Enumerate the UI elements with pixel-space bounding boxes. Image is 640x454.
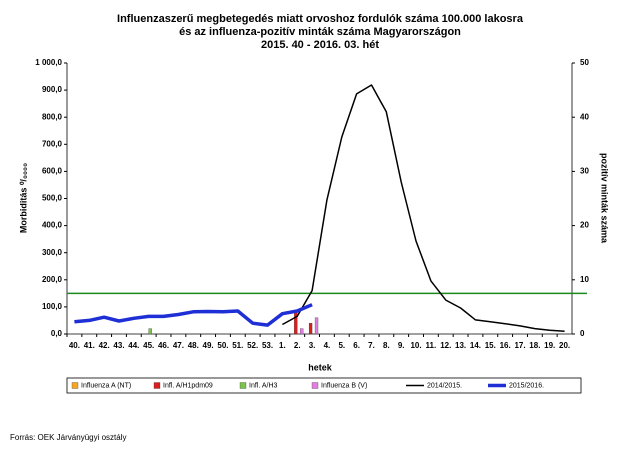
y2-axis-label: pozitív minták száma — [600, 153, 610, 244]
x-tick-label: 46. — [158, 341, 169, 350]
x-tick-label: 48. — [188, 341, 199, 350]
x-tick-label: 50. — [217, 341, 228, 350]
bar — [314, 317, 319, 335]
legend-swatch — [71, 382, 79, 389]
y-tick-label: 300,0 — [42, 248, 63, 257]
x-tick-label: 12. — [440, 341, 451, 350]
x-tick-label: 43. — [113, 341, 124, 350]
x-tick-label: 16. — [500, 341, 511, 350]
x-tick-label: 11. — [426, 341, 437, 350]
x-tick-label: 13. — [455, 341, 466, 350]
x-tick-label: 2. — [294, 341, 301, 350]
legend-box — [66, 377, 582, 394]
x-tick-label: 14. — [470, 341, 481, 350]
line-series — [74, 303, 313, 327]
x-tick-label: 53. — [262, 341, 273, 350]
x-tick-label: 5. — [338, 341, 345, 350]
x-tick-label: 47. — [173, 341, 184, 350]
source-note: Forrás: OEK Járványügyi osztály — [10, 433, 126, 442]
x-tick-label: 9. — [398, 341, 405, 350]
x-tick-label: 8. — [383, 341, 390, 350]
x-tick-label: 42. — [99, 341, 110, 350]
legend-label: 2014/2015. — [427, 382, 462, 389]
y-tick-label: 700,0 — [42, 139, 63, 148]
y-tick-label: 100,0 — [42, 302, 63, 311]
x-tick-label: 20. — [559, 341, 570, 350]
y2-tick-label: 30 — [580, 167, 589, 176]
x-tick-label: 49. — [203, 341, 214, 350]
legend-label: 2015/2016. — [509, 382, 544, 389]
x-tick-label: 10. — [410, 341, 421, 350]
legend-swatch — [311, 382, 319, 389]
x-tick-label: 4. — [324, 341, 331, 350]
y-tick-label: 400,0 — [42, 221, 63, 230]
bar — [300, 328, 304, 335]
y2-tick-label: 10 — [580, 275, 589, 284]
chart-title: 2015. 40 - 2016. 03. hét — [261, 39, 379, 51]
x-tick-label: 45. — [143, 341, 154, 350]
x-tick-label: 6. — [353, 341, 360, 350]
y2-tick-label: 40 — [580, 112, 589, 121]
y-tick-label: 200,0 — [42, 275, 63, 284]
x-tick-label: 7. — [368, 341, 375, 350]
y-axis-label: Morbiditás ⁰/₀₀₀₀ — [18, 163, 28, 233]
y2-tick-label: 0 — [580, 329, 585, 338]
legend-label: Infl. A/H3 — [249, 382, 278, 389]
legend-label: Influenza B (V) — [321, 382, 367, 389]
y-tick-label: 1 000,0 — [35, 58, 62, 67]
chart-title: Influenzaszerű megbetegedés miatt orvosh… — [117, 13, 524, 25]
x-tick-label: 3. — [309, 341, 316, 350]
chart-title: és az influenza-pozitív minták száma Mag… — [179, 26, 461, 38]
bar — [294, 312, 298, 335]
legend-label: Influenza A (NT) — [81, 382, 131, 389]
bar — [308, 323, 313, 335]
y-tick-label: 0,0 — [51, 329, 63, 338]
line-series — [282, 84, 565, 333]
x-tick-label: 52. — [247, 341, 258, 350]
x-tick-label: 44. — [128, 341, 139, 350]
legend-label: Infl. A/H1pdm09 — [163, 382, 213, 389]
y-tick-label: 800,0 — [42, 112, 63, 121]
x-tick-label: 18. — [529, 341, 540, 350]
bar — [148, 328, 152, 335]
x-tick-label: 17. — [514, 341, 525, 350]
y-tick-label: 900,0 — [42, 85, 63, 94]
y-tick-label: 600,0 — [42, 167, 63, 176]
x-tick-label: 1. — [279, 341, 286, 350]
y2-tick-label: 50 — [580, 58, 589, 67]
x-axis-label: hetek — [308, 362, 333, 372]
x-tick-label: 15. — [485, 341, 496, 350]
y2-tick-label: 20 — [580, 221, 589, 230]
x-tick-label: 41. — [84, 341, 95, 350]
x-tick-label: 51. — [232, 341, 243, 350]
y-tick-label: 500,0 — [42, 194, 63, 203]
x-tick-label: 40. — [69, 341, 80, 350]
x-tick-label: 19. — [544, 341, 555, 350]
legend-swatch — [153, 382, 161, 389]
legend-swatch — [239, 382, 247, 389]
